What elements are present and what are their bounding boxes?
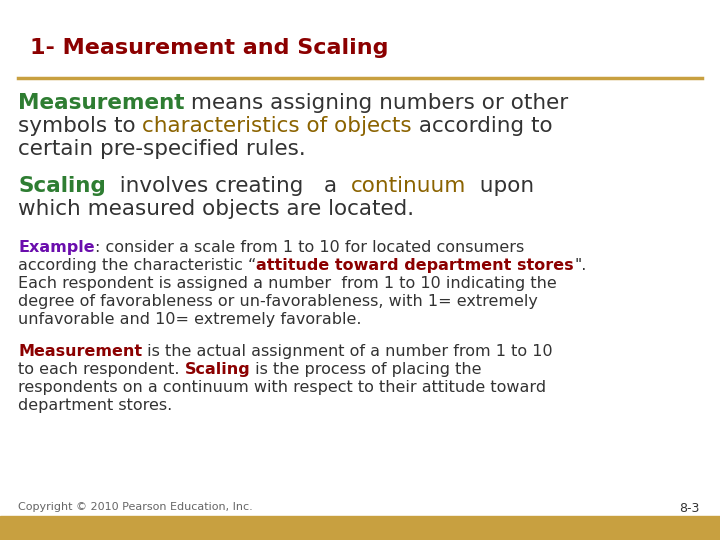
Text: to each respondent.: to each respondent. (18, 362, 184, 377)
Text: Copyright © 2010 Pearson Education, Inc.: Copyright © 2010 Pearson Education, Inc. (18, 502, 253, 512)
Text: symbols to: symbols to (18, 116, 143, 136)
Text: Scaling: Scaling (18, 176, 106, 196)
Text: respondents on a continuum with respect to their attitude toward: respondents on a continuum with respect … (18, 380, 546, 395)
Text: means assigning numbers or other: means assigning numbers or other (184, 93, 569, 113)
Bar (0, 516, 720, 540)
Text: upon: upon (466, 176, 534, 196)
Text: continuum: continuum (351, 176, 466, 196)
Text: Measurement: Measurement (18, 93, 184, 113)
Text: attitude toward department stores: attitude toward department stores (256, 258, 574, 273)
Text: : consider a scale from 1 to 10 for located consumers: : consider a scale from 1 to 10 for loca… (94, 240, 524, 255)
Text: according to: according to (412, 116, 553, 136)
Text: unfavorable and 10= extremely favorable.: unfavorable and 10= extremely favorable. (18, 312, 361, 327)
Text: Example: Example (18, 240, 94, 255)
Text: 1- Measurement and Scaling: 1- Measurement and Scaling (30, 38, 389, 58)
Text: according the characteristic “: according the characteristic “ (18, 258, 256, 273)
Text: Each respondent is assigned a number  from 1 to 10 indicating the: Each respondent is assigned a number fro… (18, 276, 557, 291)
Text: Scaling: Scaling (184, 362, 251, 377)
Text: ".: ". (574, 258, 586, 273)
Text: department stores.: department stores. (18, 398, 172, 413)
Text: which measured objects are located.: which measured objects are located. (18, 199, 414, 219)
Text: is the process of placing the: is the process of placing the (251, 362, 482, 377)
Text: 8-3: 8-3 (680, 502, 700, 515)
Text: involves creating   a: involves creating a (106, 176, 351, 196)
Text: certain pre-specified rules.: certain pre-specified rules. (18, 139, 306, 159)
Bar (0, 0, 720, 24)
Text: is the actual assignment of a number from 1 to 10: is the actual assignment of a number fro… (142, 344, 553, 359)
Text: characteristics of objects: characteristics of objects (143, 116, 412, 136)
Text: Measurement: Measurement (18, 344, 142, 359)
Text: degree of favorableness or un-favorableness, with 1= extremely: degree of favorableness or un-favorablen… (18, 294, 538, 309)
